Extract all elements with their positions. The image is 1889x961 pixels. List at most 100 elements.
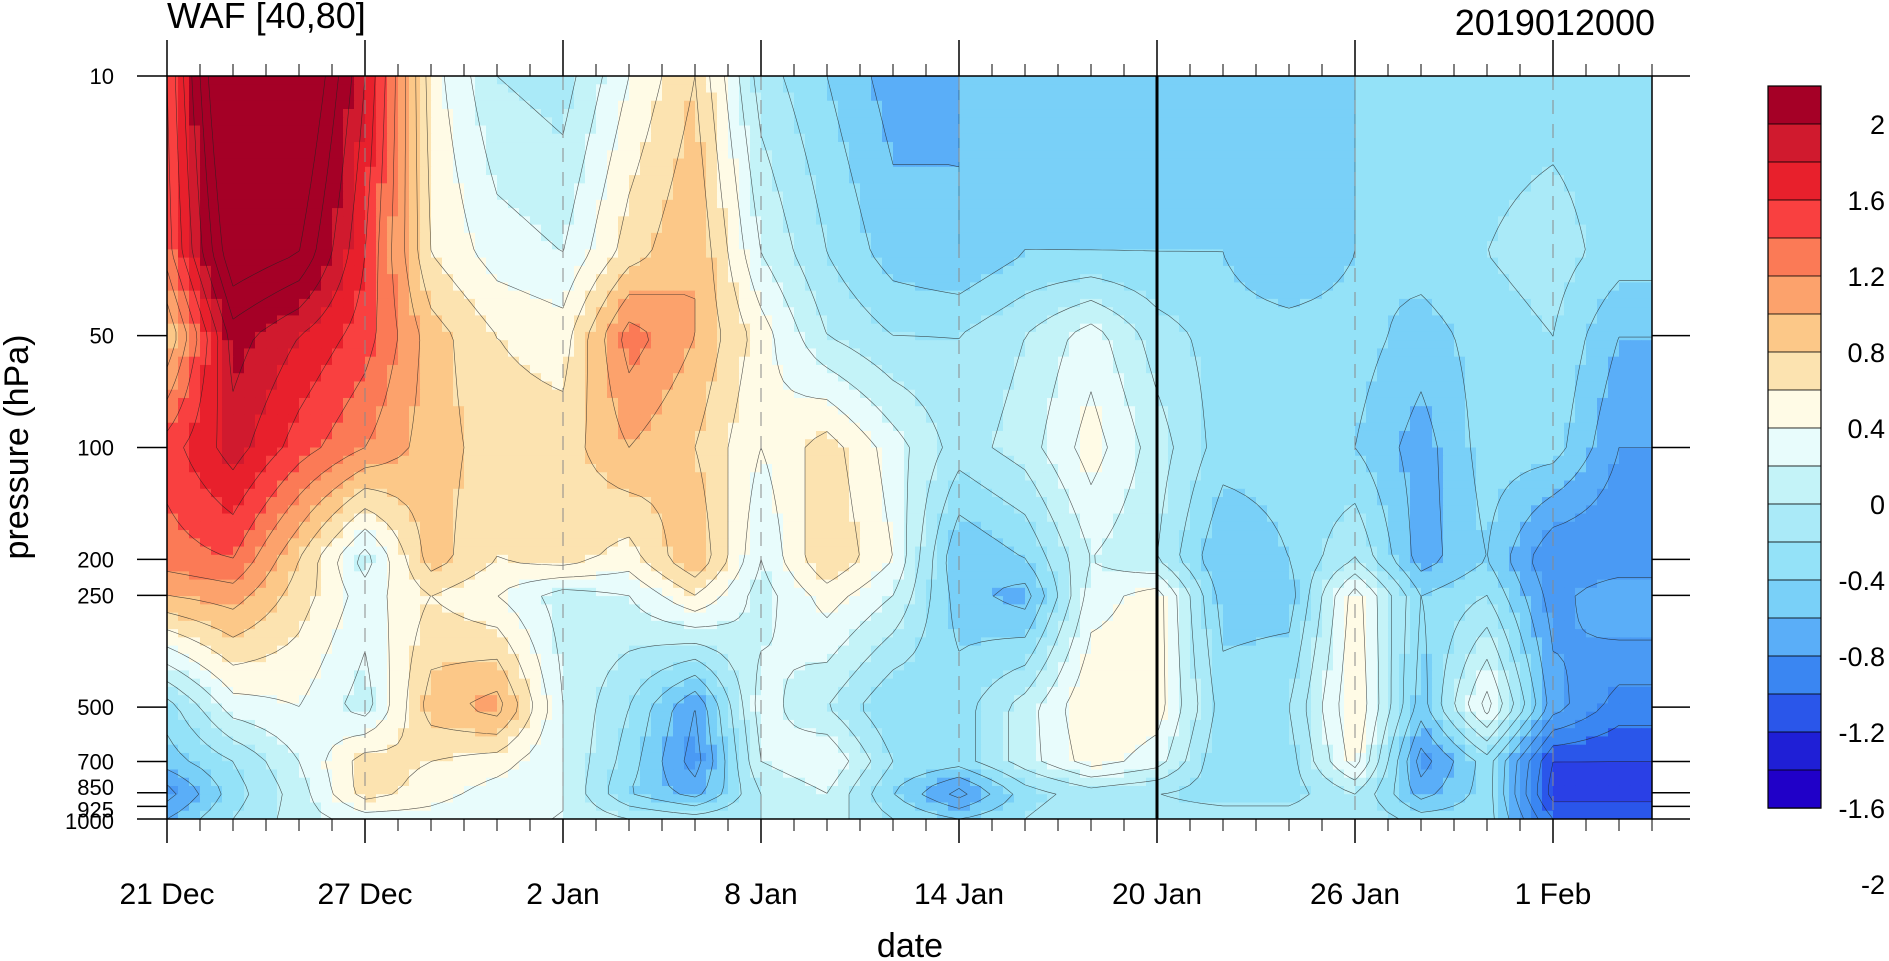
field-cell — [849, 307, 861, 317]
field-cell — [1344, 364, 1356, 374]
field-cell — [1564, 249, 1576, 259]
field-cell — [717, 117, 729, 127]
field-cell — [739, 257, 751, 267]
field-cell — [695, 125, 707, 135]
field-cell — [354, 348, 366, 358]
field-cell — [893, 373, 905, 383]
field-cell — [321, 232, 333, 242]
field-cell — [1135, 216, 1147, 226]
field-cell — [332, 356, 344, 366]
field-cell — [761, 125, 773, 135]
field-cell — [1553, 133, 1565, 143]
field-cell — [420, 290, 432, 300]
field-cell — [739, 282, 751, 292]
field-cell — [827, 356, 839, 366]
field-cell — [1564, 307, 1576, 317]
field-cell — [508, 265, 520, 275]
field-cell — [827, 290, 839, 300]
field-cell — [365, 298, 377, 308]
field-cell — [1201, 232, 1213, 242]
field-cell — [959, 76, 971, 85]
field-cell — [1322, 216, 1334, 226]
field-cell — [1289, 183, 1301, 193]
field-cell — [574, 84, 586, 94]
field-cell — [1542, 282, 1554, 292]
field-cell — [1377, 76, 1389, 85]
field-cell — [1190, 191, 1202, 201]
field-cell — [1256, 216, 1268, 226]
field-cell — [1113, 241, 1125, 250]
field-cell — [464, 183, 476, 193]
field-cell — [1080, 133, 1092, 143]
field-cell — [662, 109, 674, 118]
field-cell — [1212, 315, 1224, 325]
field-cell — [277, 241, 289, 250]
field-cell — [233, 109, 245, 118]
field-cell — [277, 323, 289, 333]
field-cell — [1256, 232, 1268, 242]
field-cell — [1564, 92, 1576, 102]
field-cell — [1619, 373, 1631, 383]
field-cell — [519, 257, 531, 267]
field-cell — [167, 331, 179, 341]
field-cell — [255, 265, 267, 275]
field-cell — [827, 199, 839, 209]
field-cell — [651, 232, 663, 242]
field-cell — [1113, 125, 1125, 135]
field-cell — [816, 125, 828, 135]
field-cell — [838, 208, 850, 217]
field-cell — [1333, 331, 1345, 341]
field-cell — [255, 199, 267, 209]
field-cell — [1641, 100, 1652, 110]
field-cell — [486, 224, 498, 234]
field-cell — [717, 249, 729, 259]
field-cell — [1542, 199, 1554, 209]
field-cell — [1113, 100, 1125, 110]
field-cell — [1069, 373, 1081, 383]
field-cell — [629, 150, 641, 160]
field-cell — [1641, 92, 1652, 102]
field-cell — [442, 307, 454, 317]
field-cell — [1564, 331, 1576, 341]
field-cell — [1223, 257, 1235, 267]
field-cell — [398, 208, 410, 217]
field-cell — [1487, 290, 1499, 300]
field-cell — [1069, 298, 1081, 308]
field-cell — [1443, 208, 1455, 217]
field-cell — [266, 323, 278, 333]
field-cell — [585, 109, 597, 118]
field-cell — [1641, 274, 1652, 283]
field-cell — [629, 199, 641, 209]
field-cell — [1454, 323, 1466, 333]
field-cell — [838, 183, 850, 193]
field-cell — [970, 142, 982, 151]
field-cell — [508, 232, 520, 242]
field-cell — [255, 331, 267, 341]
field-cell — [398, 331, 410, 341]
field-cell — [541, 274, 553, 283]
field-cell — [277, 166, 289, 176]
field-cell — [1454, 92, 1466, 102]
field-cell — [409, 117, 421, 127]
field-cell — [1212, 100, 1224, 110]
field-cell — [277, 364, 289, 374]
field-cell — [904, 249, 916, 259]
field-cell — [1124, 282, 1136, 292]
field-cell — [596, 356, 608, 366]
field-cell — [299, 241, 311, 250]
field-cell — [211, 133, 223, 143]
field-cell — [1520, 166, 1532, 176]
field-cell — [387, 323, 399, 333]
field-cell — [618, 323, 630, 333]
field-cell — [1245, 232, 1257, 242]
field-cell — [211, 208, 223, 217]
field-cell — [1597, 92, 1609, 102]
field-cell — [1322, 298, 1334, 308]
field-cell — [222, 323, 234, 333]
field-cell — [1179, 274, 1191, 283]
field-cell — [1454, 183, 1466, 193]
field-cell — [398, 133, 410, 143]
field-cell — [1355, 76, 1367, 85]
field-cell — [167, 109, 179, 118]
field-cell — [442, 92, 454, 102]
